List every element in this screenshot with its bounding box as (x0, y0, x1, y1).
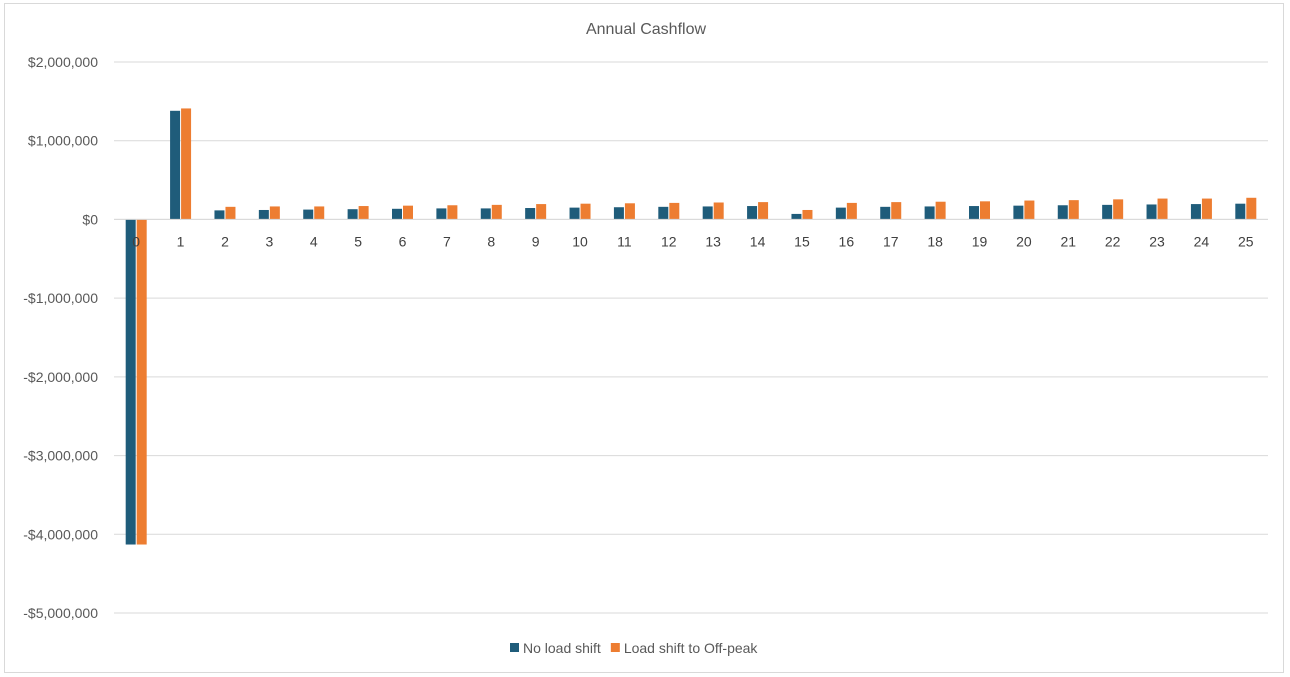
bar-load-shift-off-peak-2 (225, 206, 236, 220)
bar-no-load-shift-10 (569, 207, 580, 220)
bar-load-shift-off-peak-20 (1024, 200, 1035, 220)
y-axis-tick-labels: $2,000,000 $1,000,000 $0 -$1,000,000 -$2,000… (23, 54, 98, 621)
bar-no-load-shift-8 (480, 208, 491, 220)
bar-no-load-shift-4 (303, 209, 314, 220)
bar-load-shift-off-peak-9 (536, 204, 547, 220)
x-tick-label: 17 (883, 233, 899, 249)
bar-no-load-shift-17 (880, 206, 891, 220)
bar-no-load-shift-2 (214, 210, 225, 220)
bar-load-shift-off-peak-10 (580, 203, 591, 220)
bar-no-load-shift-13 (702, 206, 713, 220)
bar-no-load-shift-19 (969, 206, 979, 220)
bar-load-shift-off-peak-12 (669, 202, 680, 220)
bar-no-load-shift-21 (1057, 205, 1068, 220)
x-tick-label: 13 (705, 233, 721, 249)
bar-load-shift-off-peak-16 (846, 202, 857, 220)
bar-load-shift-off-peak-25 (1246, 197, 1257, 220)
y-tick-label: -$1,000,000 (23, 290, 98, 306)
x-tick-label: 21 (1060, 233, 1076, 249)
x-tick-label: 14 (750, 233, 766, 249)
chart-area (4, 3, 1284, 673)
bar-no-load-shift-22 (1102, 204, 1113, 220)
legend: No load shift Load shift to Off-peak (510, 640, 758, 656)
x-tick-label: 7 (443, 233, 451, 249)
x-tick-label: 1 (177, 233, 185, 249)
bar-load-shift-off-peak-0 (136, 219, 147, 545)
x-axis-tick-labels: 0 1 2 3 4 5 6 7 8 9 10 11 12 13 14 15 16 17 18 19 20 21 22 23 24… (132, 233, 1254, 249)
bar-load-shift-off-peak-22 (1113, 199, 1124, 220)
x-tick-label: 6 (399, 233, 407, 249)
y-tick-label: -$3,000,000 (23, 448, 98, 464)
bar-load-shift-off-peak-3 (269, 206, 280, 220)
bar-load-shift-off-peak-17 (891, 202, 902, 220)
bar-no-load-shift-0 (125, 219, 136, 545)
bar-no-load-shift-23 (1146, 204, 1157, 220)
x-tick-label: 9 (532, 233, 540, 249)
legend-swatch (610, 643, 620, 652)
bar-load-shift-off-peak-7 (447, 205, 458, 220)
bar-load-shift-off-peak-4 (314, 206, 325, 220)
bar-load-shift-off-peak-14 (758, 202, 769, 220)
bar-no-load-shift-1 (170, 110, 181, 220)
x-tick-label: 3 (265, 233, 273, 249)
bar-load-shift-off-peak-6 (403, 205, 413, 220)
bar-load-shift-off-peak-23 (1157, 198, 1168, 220)
x-tick-label: 16 (839, 233, 855, 249)
x-tick-label: 8 (487, 233, 495, 249)
bar-load-shift-off-peak-18 (935, 201, 946, 220)
bar-no-load-shift-6 (392, 208, 402, 220)
x-tick-label: 15 (794, 233, 810, 249)
y-tick-label: $2,000,000 (28, 54, 98, 70)
x-tick-label: 22 (1105, 233, 1121, 249)
x-tick-label: 25 (1238, 233, 1254, 249)
x-tick-label: 24 (1194, 233, 1210, 249)
y-tick-label: -$2,000,000 (23, 369, 98, 385)
x-tick-label: 2 (221, 233, 229, 249)
x-tick-label: 0 (132, 233, 140, 249)
x-tick-label: 11 (617, 233, 632, 249)
y-tick-label: $0 (82, 211, 98, 227)
bar-no-load-shift-7 (436, 208, 447, 220)
bar-load-shift-off-peak-15 (802, 209, 813, 220)
bar-load-shift-off-peak-8 (491, 204, 502, 220)
bar-no-load-shift-18 (924, 206, 935, 220)
bar-load-shift-off-peak-13 (713, 202, 724, 220)
bar-no-load-shift-20 (1013, 205, 1024, 220)
x-tick-label: 20 (1016, 233, 1032, 249)
bar-load-shift-off-peak-19 (980, 201, 990, 220)
bar-no-load-shift-12 (658, 206, 669, 220)
bar-no-load-shift-24 (1190, 204, 1201, 220)
legend-label: Load shift to Off-peak (624, 640, 759, 656)
y-tick-label: -$5,000,000 (23, 605, 98, 621)
bar-load-shift-off-peak-21 (1068, 200, 1079, 220)
y-tick-label: -$4,000,000 (23, 526, 98, 542)
x-tick-label: 12 (661, 233, 677, 249)
x-tick-label: 10 (572, 233, 588, 249)
bar-series (125, 108, 1257, 545)
bar-no-load-shift-3 (258, 209, 269, 220)
bar-load-shift-off-peak-5 (358, 206, 369, 220)
chart-title: Annual Cashflow (586, 21, 707, 38)
gridlines (114, 61, 1268, 614)
legend-label: No load shift (523, 640, 601, 656)
legend-swatch (510, 643, 519, 652)
bar-no-load-shift-25 (1235, 203, 1246, 220)
bar-no-load-shift-15 (791, 213, 802, 220)
bar-load-shift-off-peak-11 (624, 203, 635, 220)
bar-no-load-shift-11 (613, 207, 624, 220)
bar-load-shift-off-peak-1 (181, 108, 192, 220)
bar-no-load-shift-5 (347, 209, 358, 220)
x-tick-label: 5 (354, 233, 362, 249)
x-tick-label: 18 (927, 233, 943, 249)
bar-no-load-shift-14 (747, 206, 758, 220)
y-tick-label: $1,000,000 (28, 133, 98, 149)
bar-no-load-shift-16 (835, 207, 846, 220)
x-tick-label: 4 (310, 233, 318, 249)
x-tick-label: 23 (1149, 233, 1165, 249)
x-tick-label: 19 (972, 233, 988, 249)
bar-load-shift-off-peak-24 (1201, 198, 1212, 220)
bar-no-load-shift-9 (525, 208, 536, 220)
